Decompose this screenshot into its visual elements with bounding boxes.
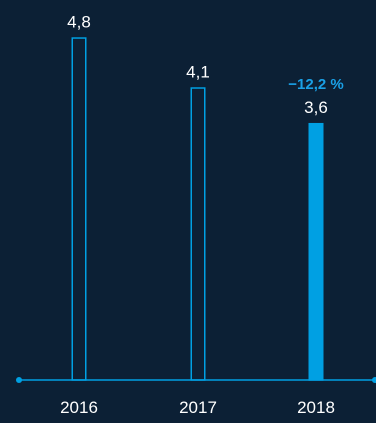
bar-2018 xyxy=(308,122,324,381)
axis-layer xyxy=(16,377,376,383)
value-label-2018: 3,6 xyxy=(304,98,328,117)
x-axis-start-dot xyxy=(16,377,22,383)
value-label-2017: 4,1 xyxy=(186,62,210,81)
labels-layer: 4,8 2016 4,1 2017 3,6 −12,2 % 2018 xyxy=(60,12,344,417)
bar-2016 xyxy=(71,37,87,381)
tick-label-2017: 2017 xyxy=(179,398,217,417)
value-label-2016: 4,8 xyxy=(67,12,91,31)
bar-2017 xyxy=(190,87,206,381)
x-axis-end-dot xyxy=(372,377,376,383)
bars-layer xyxy=(71,37,324,381)
tick-label-2016: 2016 xyxy=(60,398,98,417)
change-annotation: −12,2 % xyxy=(288,76,343,93)
tick-label-2018: 2018 xyxy=(297,398,335,417)
